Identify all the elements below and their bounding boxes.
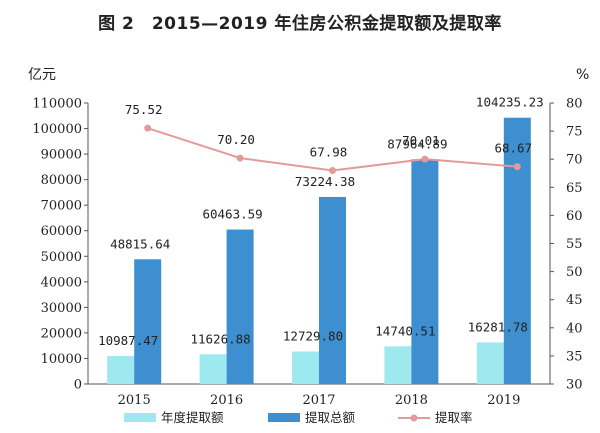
data-label-rate: 67.98 <box>310 145 348 160</box>
x-tick-label: 2017 <box>302 393 335 408</box>
data-label-rate: 68.67 <box>494 141 532 156</box>
left-tick-label: 20000 <box>41 326 82 341</box>
x-tick-label: 2019 <box>487 393 520 408</box>
data-label-rate: 70.20 <box>217 132 255 147</box>
bar-annual-withdrawal <box>476 342 504 384</box>
legend-swatch-total <box>268 413 300 422</box>
bar-annual-withdrawal <box>384 346 412 384</box>
left-tick-label: 90000 <box>41 148 82 163</box>
right-tick-label: 60 <box>566 209 583 224</box>
bar-total-withdrawal <box>503 117 531 384</box>
right-tick-label: 50 <box>566 265 583 280</box>
legend-label-rate: 提取率 <box>435 410 473 425</box>
line-point-rate <box>144 124 152 132</box>
left-tick-label: 50000 <box>41 250 82 265</box>
bar-annual-withdrawal <box>107 355 135 384</box>
left-tick-label: 60000 <box>41 224 82 239</box>
left-axis-unit: 亿元 <box>28 67 56 83</box>
line-point-rate <box>236 154 244 162</box>
data-label-total: 60463.59 <box>202 207 262 222</box>
right-tick-label: 40 <box>566 321 583 336</box>
left-tick-label: 10000 <box>41 352 82 367</box>
right-tick-label: 65 <box>566 181 583 196</box>
bar-total-withdrawal <box>134 259 162 384</box>
legend-marker-rate <box>410 414 418 422</box>
line-point-rate <box>513 163 521 171</box>
data-label-rate: 75.52 <box>125 102 163 117</box>
right-tick-label: 55 <box>566 237 583 252</box>
left-tick-label: 30000 <box>41 301 82 316</box>
x-tick-label: 2015 <box>118 393 151 408</box>
data-label-annual: 10987.47 <box>98 333 158 348</box>
bar-total-withdrawal <box>226 229 254 384</box>
bar-total-withdrawal <box>319 196 346 384</box>
bar-total-withdrawal <box>411 159 439 384</box>
right-tick-label: 70 <box>566 153 583 168</box>
x-tick-label: 2016 <box>210 393 243 408</box>
left-tick-label: 40000 <box>41 275 82 290</box>
left-tick-label: 0 <box>74 378 82 393</box>
right-tick-label: 80 <box>566 97 583 112</box>
data-label-total: 87964.89 <box>387 136 447 151</box>
right-axis-unit: % <box>576 67 589 83</box>
x-tick-label: 2018 <box>395 393 428 408</box>
right-tick-label: 45 <box>566 293 583 308</box>
legend-swatch-annual <box>124 413 156 422</box>
data-label-annual: 16281.78 <box>468 319 528 334</box>
bar-annual-withdrawal <box>292 351 319 384</box>
left-tick-label: 70000 <box>41 199 82 214</box>
line-point-rate <box>329 167 336 175</box>
line-point-rate <box>421 155 429 163</box>
left-tick-label: 100000 <box>32 122 82 137</box>
right-tick-label: 75 <box>566 125 583 140</box>
data-label-total: 73224.38 <box>295 174 355 189</box>
right-tick-label: 30 <box>566 378 583 393</box>
chart-title: 图 2 2015—2019 年住房公积金提取额及提取率 <box>98 14 502 34</box>
legend-label-total: 提取总额 <box>305 410 356 425</box>
data-label-annual: 11626.88 <box>190 331 250 346</box>
data-label-total: 48815.64 <box>110 236 170 251</box>
legend-label-annual: 年度提取额 <box>161 410 224 425</box>
left-tick-label: 80000 <box>41 173 82 188</box>
right-tick-label: 35 <box>566 349 583 364</box>
left-tick-label: 110000 <box>32 97 82 112</box>
data-label-rate: 70.01 <box>402 133 440 148</box>
data-label-annual: 12729.80 <box>283 328 343 343</box>
data-label-annual: 14740.51 <box>375 323 435 338</box>
data-label-total: 104235.23 <box>476 95 544 110</box>
bar-annual-withdrawal <box>199 354 227 384</box>
